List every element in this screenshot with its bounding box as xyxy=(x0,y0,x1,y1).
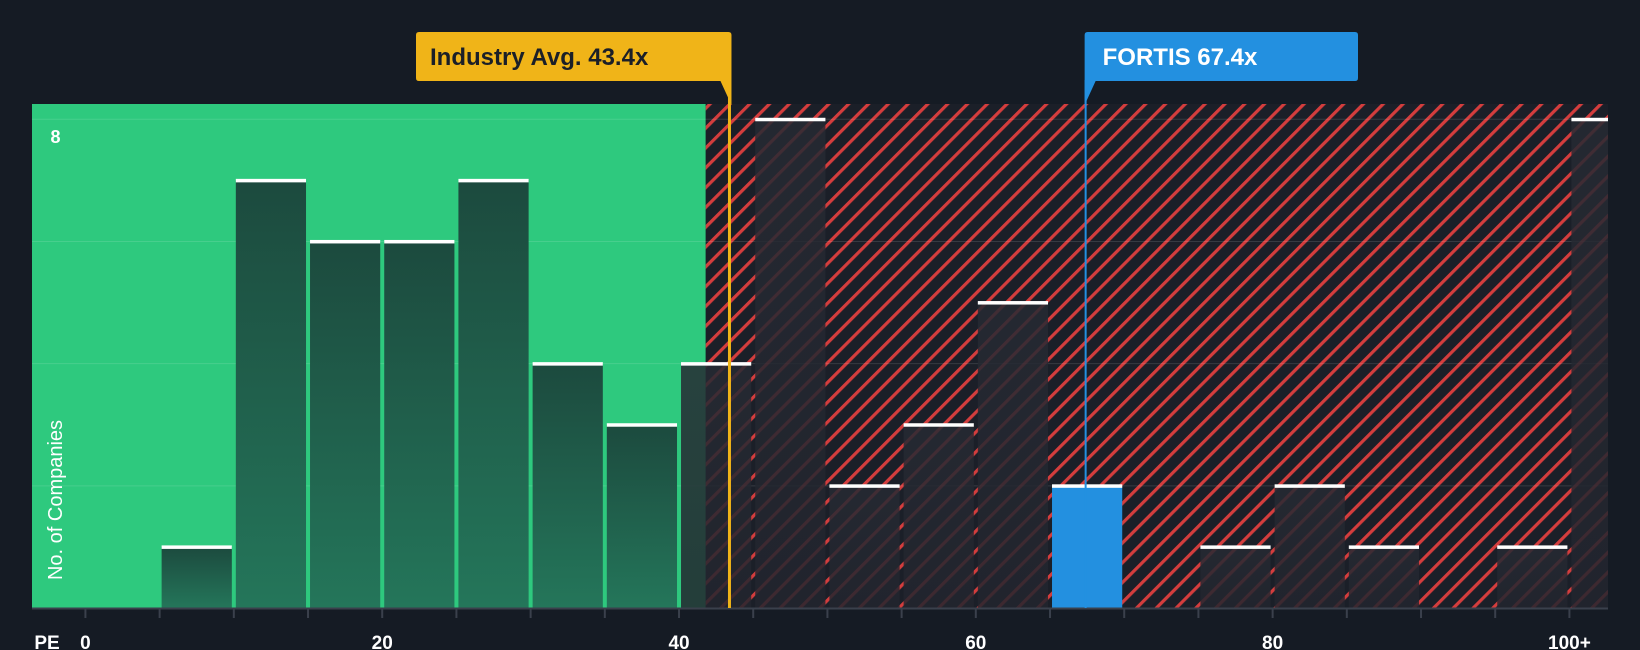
histogram-bar-body xyxy=(1052,485,1123,608)
histogram-bar xyxy=(606,423,678,608)
histogram-bar-body xyxy=(310,241,381,609)
company-pe-label-box xyxy=(1084,32,1358,105)
histogram-bar xyxy=(235,178,307,608)
industry-average-label-box xyxy=(416,32,732,105)
histogram-bar-body xyxy=(458,180,529,608)
x-tick-label: 100+ xyxy=(1548,633,1591,650)
histogram-bar-cap xyxy=(1274,484,1345,488)
histogram-bar-body xyxy=(1274,485,1345,608)
histogram-bar-body xyxy=(606,424,678,608)
histogram-bar-body xyxy=(1200,546,1271,608)
reference-markers xyxy=(727,80,1087,608)
histogram-bar xyxy=(903,423,974,608)
histogram-bar-cap xyxy=(606,423,678,427)
histogram-bar-cap xyxy=(532,362,603,366)
histogram-bar-cap xyxy=(681,362,752,366)
histogram-bar-body xyxy=(161,546,232,608)
histogram-bar-cap xyxy=(903,423,974,427)
histogram-bar-cap xyxy=(235,178,307,183)
histogram-bar-cap xyxy=(310,239,381,244)
x-tick-label: 80 xyxy=(1262,633,1283,650)
histogram-bar-body xyxy=(681,363,752,608)
x-tick-label: 20 xyxy=(372,633,393,650)
histogram-bar-body xyxy=(235,180,307,608)
histogram-bar-cap xyxy=(458,178,529,183)
x-axis-ticks: 0 20 40 60 80 100+ xyxy=(80,608,1591,650)
histogram-bar-body xyxy=(903,424,974,608)
histogram-bar xyxy=(1497,545,1568,608)
histogram-bar-body xyxy=(1571,119,1608,608)
histogram-bar-body xyxy=(829,485,900,608)
histogram-bar xyxy=(1571,117,1608,608)
histogram-bar xyxy=(829,484,900,608)
histogram-bar xyxy=(458,178,529,608)
company-pe-callout: FORTIS 67.4x xyxy=(1084,32,1358,105)
histogram-bar xyxy=(1052,484,1123,608)
x-tick-label: 60 xyxy=(965,633,986,650)
histogram-bars xyxy=(161,117,1608,609)
histogram-bar-body xyxy=(1348,546,1420,608)
histogram-bar-body xyxy=(977,302,1049,608)
histogram-bar-body xyxy=(755,119,826,608)
histogram-bar-cap xyxy=(829,484,900,488)
histogram-bar-body xyxy=(384,241,455,609)
histogram-bar-cap xyxy=(161,545,232,549)
x-tick-label: 0 xyxy=(80,633,91,650)
histogram-bar-body xyxy=(532,363,603,608)
histogram-bar-cap xyxy=(1200,545,1271,549)
x-axis-label: PE xyxy=(34,633,59,650)
histogram-bar xyxy=(1274,484,1345,608)
histogram-bar xyxy=(1348,545,1420,608)
histogram-bar xyxy=(1200,545,1271,608)
histogram-bar-cap xyxy=(977,301,1049,305)
histogram-bar xyxy=(310,239,381,609)
histogram-bar xyxy=(755,117,826,608)
histogram-bar-body xyxy=(1497,546,1568,608)
x-tick-label: 40 xyxy=(668,633,689,650)
y-axis-label: No. of Companies xyxy=(45,420,67,580)
histogram-bar xyxy=(532,362,603,608)
company-pe-label: FORTIS 67.4x xyxy=(1103,44,1258,71)
histogram-bar xyxy=(161,545,232,608)
histogram-bar-cap xyxy=(755,117,826,122)
histogram-bar-cap xyxy=(1052,484,1123,488)
histogram-bar-cap xyxy=(384,239,455,244)
histogram-bar xyxy=(977,301,1049,608)
histogram-bar-cap xyxy=(1348,545,1420,549)
histogram-bar-cap xyxy=(1571,117,1608,122)
y-tick-label: 8 xyxy=(50,127,60,147)
histogram-bar xyxy=(384,239,455,609)
industry-average-callout: Industry Avg. 43.4x xyxy=(416,32,732,105)
histogram-bar-cap xyxy=(1497,545,1568,549)
industry-average-label: Industry Avg. 43.4x xyxy=(430,44,649,71)
histogram-bar xyxy=(681,362,752,608)
